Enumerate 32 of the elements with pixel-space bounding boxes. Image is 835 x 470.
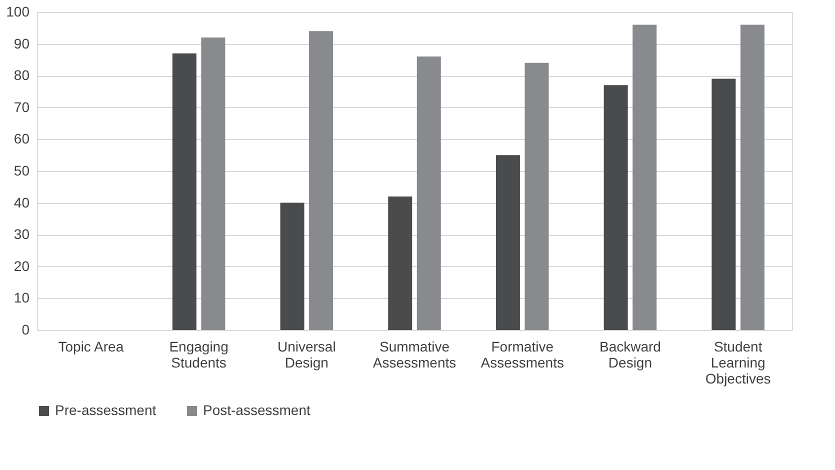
y-tick-label: 0 [22,322,30,338]
y-tick-label: 10 [14,290,30,306]
x-tick-label: Engaging Students [169,338,228,370]
y-tick-label: 40 [14,194,30,210]
bar [172,53,196,330]
bar [309,31,334,330]
x-tick-label: Backward Design [599,338,661,370]
bar [604,85,628,330]
y-tick-label: 90 [14,35,30,52]
bar [740,24,764,330]
x-tick-label: Topic Area [58,338,124,354]
y-tick-label: 60 [14,130,30,147]
x-tick-label: Summative Assessments [372,338,456,370]
y-tick-label: 30 [14,226,30,242]
x-tick-label: Formative Assessments [480,338,564,370]
bar [524,62,549,330]
bar [280,202,304,330]
y-tick-label: 20 [14,258,30,274]
bar [388,196,412,330]
bar [416,56,441,330]
y-tick-label: 80 [14,67,30,84]
x-tick-label: Universal Design [277,338,336,370]
bar [201,37,226,330]
y-tick-label: 100 [6,4,30,20]
legend-label: Post-assessment [203,402,310,418]
y-tick-label: 70 [14,98,30,115]
bar [496,155,520,330]
bar [712,78,736,330]
legend-label: Pre-assessment [55,402,156,418]
x-tick-label: Student Learning Objectives [705,338,771,386]
y-tick-label: 50 [14,162,30,178]
bar [632,24,657,330]
